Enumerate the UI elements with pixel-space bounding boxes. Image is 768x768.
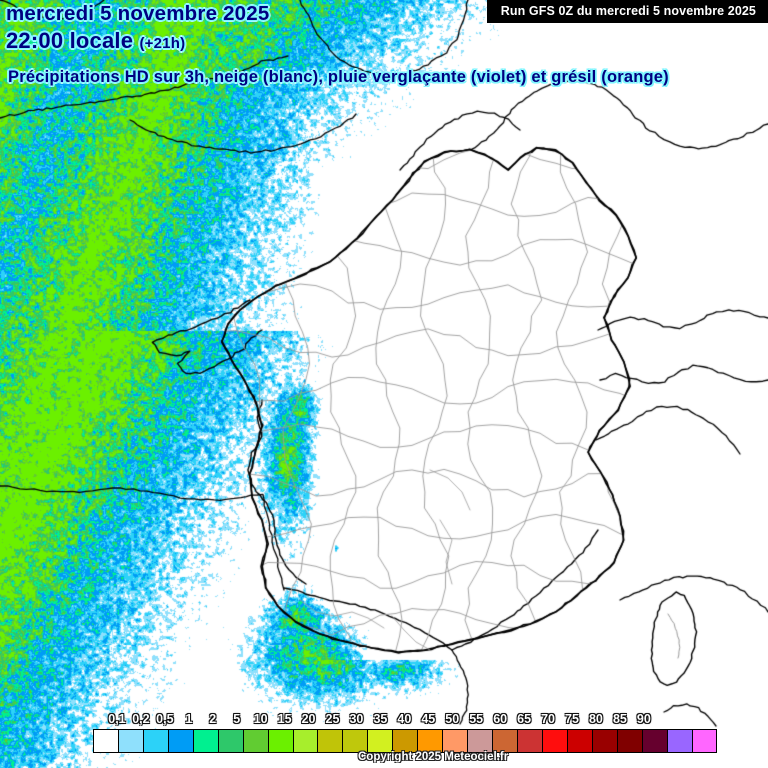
colorbar-swatch[interactable] (493, 730, 518, 752)
colorbar[interactable] (93, 729, 718, 753)
colorbar-tick: 90 (636, 712, 651, 726)
colorbar-tick: 10 (253, 712, 268, 726)
colorbar-swatch[interactable] (293, 730, 319, 752)
colorbar-swatch[interactable] (642, 730, 668, 752)
colorbar-swatch[interactable] (517, 730, 543, 752)
colorbar-tick: 0,1 (108, 712, 126, 726)
colorbar-tick: 60 (493, 712, 508, 726)
colorbar-tick: 80 (588, 712, 603, 726)
colorbar-swatch[interactable] (218, 730, 244, 752)
colorbar-swatch[interactable] (617, 730, 643, 752)
colorbar-swatch[interactable] (692, 730, 717, 752)
colorbar-swatch[interactable] (443, 730, 469, 752)
colorbar-tick: 85 (612, 712, 627, 726)
colorbar-tick: 25 (325, 712, 340, 726)
colorbar-tick: 0,2 (132, 712, 150, 726)
colorbar-tick: 20 (301, 712, 316, 726)
colorbar-swatch[interactable] (143, 730, 169, 752)
colorbar-swatch[interactable] (318, 730, 344, 752)
colorbar-swatch[interactable] (418, 730, 444, 752)
copyright-label: Copyright 2025 Meteociel.fr (358, 751, 509, 763)
colorbar-tick: 45 (421, 712, 436, 726)
colorbar-swatch[interactable] (343, 730, 369, 752)
colorbar-swatch[interactable] (368, 730, 394, 752)
colorbar-tick: 75 (565, 712, 579, 726)
colorbar-swatch[interactable] (667, 730, 693, 752)
colorbar-tick: 0,5 (156, 712, 174, 726)
colorbar-tick: 35 (373, 712, 388, 726)
colorbar-swatch[interactable] (168, 730, 194, 752)
colorbar-tick: 55 (469, 712, 484, 726)
colorbar-tick: 15 (277, 712, 292, 726)
colorbar-tick: 2 (209, 712, 217, 726)
colorbar-swatch[interactable] (393, 730, 419, 752)
colorbar-swatch[interactable] (542, 730, 568, 752)
forecast-subtitle: Précipitations HD sur 3h, neige (blanc),… (8, 68, 669, 86)
colorbar-swatch[interactable] (268, 730, 294, 752)
colorbar-tick: 5 (233, 712, 241, 726)
forecast-offset-value: (+21h) (139, 35, 186, 52)
colorbar-tick-labels: 0,1 0,2 0,5 1 2 5 10 15 20 25 30 35 40 45 50 55 60 65 70 75… (0, 712, 768, 729)
colorbar-swatch[interactable] (567, 730, 593, 752)
colorbar-swatch[interactable] (592, 730, 618, 752)
colorbar-tick: 40 (397, 712, 412, 726)
forecast-time-value: 22:00 locale (6, 28, 140, 53)
model-run-label: Run GFS 0Z du mercredi 5 novembre 2025 (486, 0, 768, 23)
colorbar-swatch[interactable] (94, 730, 119, 752)
forecast-date-label: mercredi 5 novembre 2025 (6, 2, 270, 25)
forecast-time-label: 22:00 locale (+21h) (6, 28, 185, 54)
colorbar-tick: 65 (517, 712, 532, 726)
colorbar-tick: 30 (349, 712, 364, 726)
colorbar-tick: 1 (185, 712, 193, 726)
colorbar-tick: 50 (445, 712, 460, 726)
colorbar-tick: 70 (541, 712, 555, 726)
colorbar-swatch[interactable] (193, 730, 219, 752)
colorbar-swatch[interactable] (243, 730, 269, 752)
colorbar-swatch[interactable] (468, 730, 493, 752)
colorbar-swatch[interactable] (118, 730, 144, 752)
